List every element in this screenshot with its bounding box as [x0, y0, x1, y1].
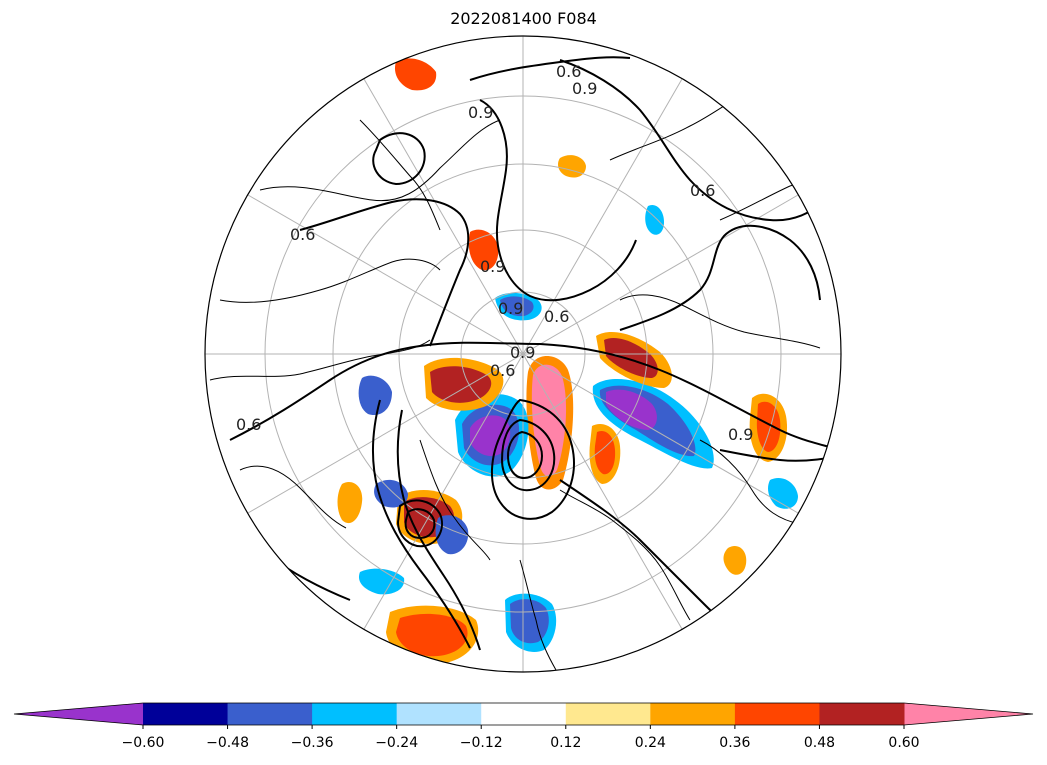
- contour-line: [506, 430, 544, 480]
- anomaly-positive-pacific-core: [396, 613, 468, 657]
- coastline: [209, 339, 431, 381]
- colorbar-tick-label: 0.60: [888, 735, 919, 751]
- contour-label: 0.9: [728, 425, 753, 444]
- coastline: [359, 119, 441, 231]
- contour-label: 0.6: [490, 361, 515, 380]
- contour-label: 0.9: [510, 343, 535, 362]
- coastline: [219, 258, 441, 303]
- contour-line: [559, 59, 827, 222]
- colorbar-segment: [819, 703, 905, 725]
- anomaly-negative-atlantic: [374, 479, 408, 508]
- anomaly-negative-canada: [358, 375, 392, 416]
- contour-label: 0.9: [468, 103, 493, 122]
- meridian-line: [247, 194, 799, 514]
- contour-line: [479, 99, 637, 302]
- contour-label: 0.6: [544, 307, 569, 326]
- colorbar-segment: [650, 703, 736, 725]
- contour-line: [299, 198, 470, 347]
- colorbar-extend-max: [904, 703, 1033, 725]
- colorbar-segment: [396, 703, 482, 725]
- anomaly-negative-far-east: [768, 477, 798, 509]
- contour-line: [490, 398, 575, 520]
- anomaly-negative-pacific-w: [358, 568, 405, 595]
- colorbar-segment: [481, 703, 567, 725]
- contour-label: 0.9: [572, 79, 597, 98]
- colorbar-tick-label: −0.36: [291, 735, 334, 751]
- coastline: [559, 489, 691, 621]
- contour-labels: 0.6 0.9 0.6 0.9 0.6 0.9 0.6 0.9 0.6 0.9 …: [236, 62, 753, 444]
- contour-line: [396, 499, 443, 548]
- coastline: [259, 119, 501, 202]
- contour-line: [619, 224, 821, 331]
- colorbar-segment: [312, 703, 398, 725]
- map-boundary: [204, 35, 842, 673]
- anomaly-negative-west-deep: [470, 415, 511, 457]
- contour-line: [500, 418, 556, 492]
- anomaly-positive-atlantic-edge: [337, 482, 363, 524]
- contour-label: 0.6: [690, 181, 715, 200]
- colorbar-tick-label: −0.12: [460, 735, 503, 751]
- coastline: [519, 559, 557, 671]
- coastline: [239, 465, 347, 529]
- anomaly-positive-siberia: [468, 229, 499, 271]
- coastline: [419, 439, 491, 561]
- colorbar-tick-label: 0.12: [550, 735, 581, 751]
- contour-line: [372, 132, 426, 186]
- colorbar-tick-label: 0.48: [804, 735, 835, 751]
- anomaly-positive-asia-core: [756, 401, 781, 452]
- contour-line: [371, 399, 471, 649]
- contour-line: [469, 56, 631, 81]
- map-disc: 0.6 0.9 0.6 0.9 0.6 0.9 0.6 0.9 0.6 0.9 …: [204, 35, 842, 673]
- colorbar-tick-label: 0.36: [719, 735, 750, 751]
- contour-line: [404, 508, 436, 540]
- contour-label: 0.9: [480, 257, 505, 276]
- coastline: [619, 294, 821, 349]
- anomaly-positive-far-se: [723, 545, 747, 575]
- anomaly-negative-arctic-core: [500, 296, 534, 317]
- coastline: [699, 439, 801, 525]
- colorbar-segment: [143, 703, 229, 725]
- chart-title: 2022081400 F084: [450, 9, 597, 28]
- anomaly-positive-north-core: [604, 337, 658, 378]
- colorbar-tick-label: −0.24: [375, 735, 418, 751]
- anomaly-negative-alaska-core: [510, 599, 549, 644]
- colorbar-tick-label: 0.24: [635, 735, 666, 751]
- contour-label: 0.6: [236, 415, 261, 434]
- colorbar-tick-label: −0.60: [122, 735, 165, 751]
- colorbar-tick-label: −0.48: [206, 735, 249, 751]
- colorbar-extend-min: [14, 703, 143, 725]
- contour-line: [229, 341, 841, 451]
- contour-label: 0.6: [556, 62, 581, 81]
- contour-line: [719, 449, 841, 462]
- anomaly-negative-east-deep: [606, 389, 657, 430]
- anomaly-positive-nw: [394, 58, 437, 91]
- colorbar: −0.60 −0.48 −0.36 −0.24 −0.12 0.12 0.24 0.36 0.4…: [13, 702, 1034, 751]
- contour-label: 0.9: [498, 299, 523, 318]
- contour-line: [396, 409, 481, 651]
- contour-label: 0.6: [290, 225, 315, 244]
- colorbar-segment: [227, 703, 313, 725]
- colorbar-segment: [734, 703, 820, 725]
- colorbar-segment: [565, 703, 651, 725]
